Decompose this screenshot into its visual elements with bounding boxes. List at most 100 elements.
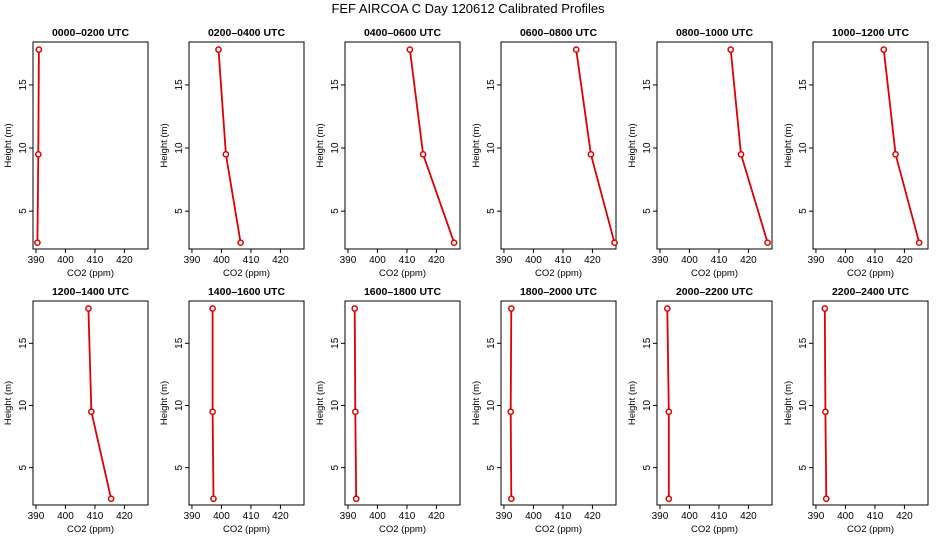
x-tick-label: 390 xyxy=(184,255,201,266)
profile-panel: 2200–2400 UTC 390 400 410 420 5 10 15 CO2 (ppm) H… xyxy=(783,286,929,535)
x-tick-label: 410 xyxy=(555,511,572,522)
panel-title: 2200–2400 UTC xyxy=(832,286,909,298)
profile-line xyxy=(409,49,455,243)
y-tick-label: 15 xyxy=(18,337,29,349)
profile-panel: 1400–1600 UTC 390 400 410 420 5 10 15 CO2 (ppm) H… xyxy=(159,286,305,535)
y-tick-label: 5 xyxy=(174,464,185,470)
profile-line xyxy=(36,49,40,243)
panel-title: 1600–1800 UTC xyxy=(364,286,441,298)
y-tick-label: 5 xyxy=(174,208,185,214)
x-tick-label: 390 xyxy=(808,511,825,522)
profile-line xyxy=(217,49,242,243)
profile-panel: 1800–2000 UTC 390 400 410 420 5 10 15 CO2 (ppm) H… xyxy=(471,286,617,535)
x-tick-label: 400 xyxy=(681,511,698,522)
profile-line xyxy=(882,49,921,243)
x-tick-label: 390 xyxy=(496,255,513,266)
y-tick-label: 10 xyxy=(330,142,341,154)
data-point xyxy=(822,408,829,416)
data-point xyxy=(892,150,899,158)
y-tick-label: 10 xyxy=(174,399,185,411)
data-point xyxy=(351,305,359,312)
page-title: FEF AIRCOA C Day 120612 Calibrated Profi… xyxy=(331,1,605,16)
y-tick-label: 10 xyxy=(486,142,497,154)
x-axis-label: CO2 (ppm) xyxy=(379,268,426,279)
data-point xyxy=(572,46,580,53)
x-tick-label: 390 xyxy=(496,511,513,522)
data-point xyxy=(915,239,923,247)
data-point xyxy=(209,305,216,312)
data-point xyxy=(34,239,41,247)
y-axis-label: Height (m) xyxy=(627,123,638,167)
x-axis-label: CO2 (ppm) xyxy=(847,268,894,279)
x-tick-label: 420 xyxy=(116,255,133,266)
x-tick-label: 420 xyxy=(584,511,601,522)
plot-frame xyxy=(500,41,617,250)
x-tick-label: 400 xyxy=(681,255,698,266)
data-point xyxy=(611,239,618,247)
x-tick-label: 420 xyxy=(740,511,757,522)
y-axis-label: Height (m) xyxy=(159,381,170,425)
data-point xyxy=(209,408,216,416)
y-tick-label: 5 xyxy=(486,464,497,470)
x-axis-label: CO2 (ppm) xyxy=(223,524,270,535)
plot-frame xyxy=(656,300,773,506)
x-tick-label: 410 xyxy=(867,511,884,522)
data-point xyxy=(450,239,458,247)
data-point xyxy=(35,46,43,53)
panel-title: 2000–2200 UTC xyxy=(676,286,753,298)
y-tick-label: 10 xyxy=(18,142,29,154)
x-tick-label: 410 xyxy=(711,255,728,266)
y-tick-label: 15 xyxy=(798,337,809,349)
y-tick-label: 10 xyxy=(174,142,185,154)
y-tick-label: 5 xyxy=(486,208,497,214)
y-tick-label: 10 xyxy=(798,399,809,411)
profile-panel: 0200–0400 UTC 390 400 410 420 5 10 15 CO2 (ppm) H… xyxy=(159,27,305,279)
y-axis-label: Height (m) xyxy=(3,123,14,167)
y-tick-label: 15 xyxy=(330,79,341,91)
y-axis-label: Height (m) xyxy=(783,381,794,425)
x-tick-label: 410 xyxy=(243,255,260,266)
x-tick-label: 400 xyxy=(525,511,542,522)
profile-line xyxy=(211,308,215,499)
profile-panel: 2000–2200 UTC 390 400 410 420 5 10 15 CO2 (ppm) H… xyxy=(627,286,773,535)
panel-title: 1800–2000 UTC xyxy=(520,286,597,298)
x-axis-label: CO2 (ppm) xyxy=(67,268,114,279)
x-tick-label: 410 xyxy=(399,511,416,522)
x-tick-label: 400 xyxy=(369,511,386,522)
plot-frame xyxy=(500,300,617,506)
profile-line xyxy=(823,308,828,499)
x-tick-label: 390 xyxy=(28,511,45,522)
x-tick-label: 410 xyxy=(87,511,104,522)
x-tick-label: 420 xyxy=(272,255,289,266)
data-point xyxy=(406,46,414,53)
data-point xyxy=(351,408,359,416)
x-tick-label: 420 xyxy=(428,255,445,266)
y-tick-label: 15 xyxy=(18,79,29,91)
plot-frame xyxy=(344,41,461,250)
y-tick-label: 10 xyxy=(486,399,497,411)
y-tick-label: 10 xyxy=(330,399,341,411)
profile-panel: 0800–1000 UTC 390 400 410 420 5 10 15 CO2 (ppm) H… xyxy=(627,27,773,279)
x-tick-label: 390 xyxy=(340,511,357,522)
x-tick-label: 410 xyxy=(399,255,416,266)
x-tick-label: 420 xyxy=(896,511,913,522)
data-point xyxy=(507,495,515,503)
data-point xyxy=(665,495,673,503)
panel-title: 0600–0800 UTC xyxy=(520,27,597,39)
plot-frame xyxy=(188,41,305,250)
x-tick-label: 390 xyxy=(808,255,825,266)
x-tick-label: 420 xyxy=(896,255,913,266)
y-tick-label: 5 xyxy=(798,464,809,470)
profile-line xyxy=(729,49,769,243)
x-tick-label: 390 xyxy=(340,255,357,266)
y-tick-label: 10 xyxy=(642,142,653,154)
x-tick-label: 400 xyxy=(213,255,230,266)
x-tick-label: 410 xyxy=(243,511,260,522)
y-tick-label: 5 xyxy=(642,208,653,214)
data-point xyxy=(587,150,595,158)
profile-panel: 0400–0600 UTC 390 400 410 420 5 10 15 CO2 (ppm) H… xyxy=(315,27,461,279)
panel-title: 0800–1000 UTC xyxy=(676,27,753,39)
profile-line xyxy=(666,308,670,499)
x-tick-label: 390 xyxy=(652,255,669,266)
